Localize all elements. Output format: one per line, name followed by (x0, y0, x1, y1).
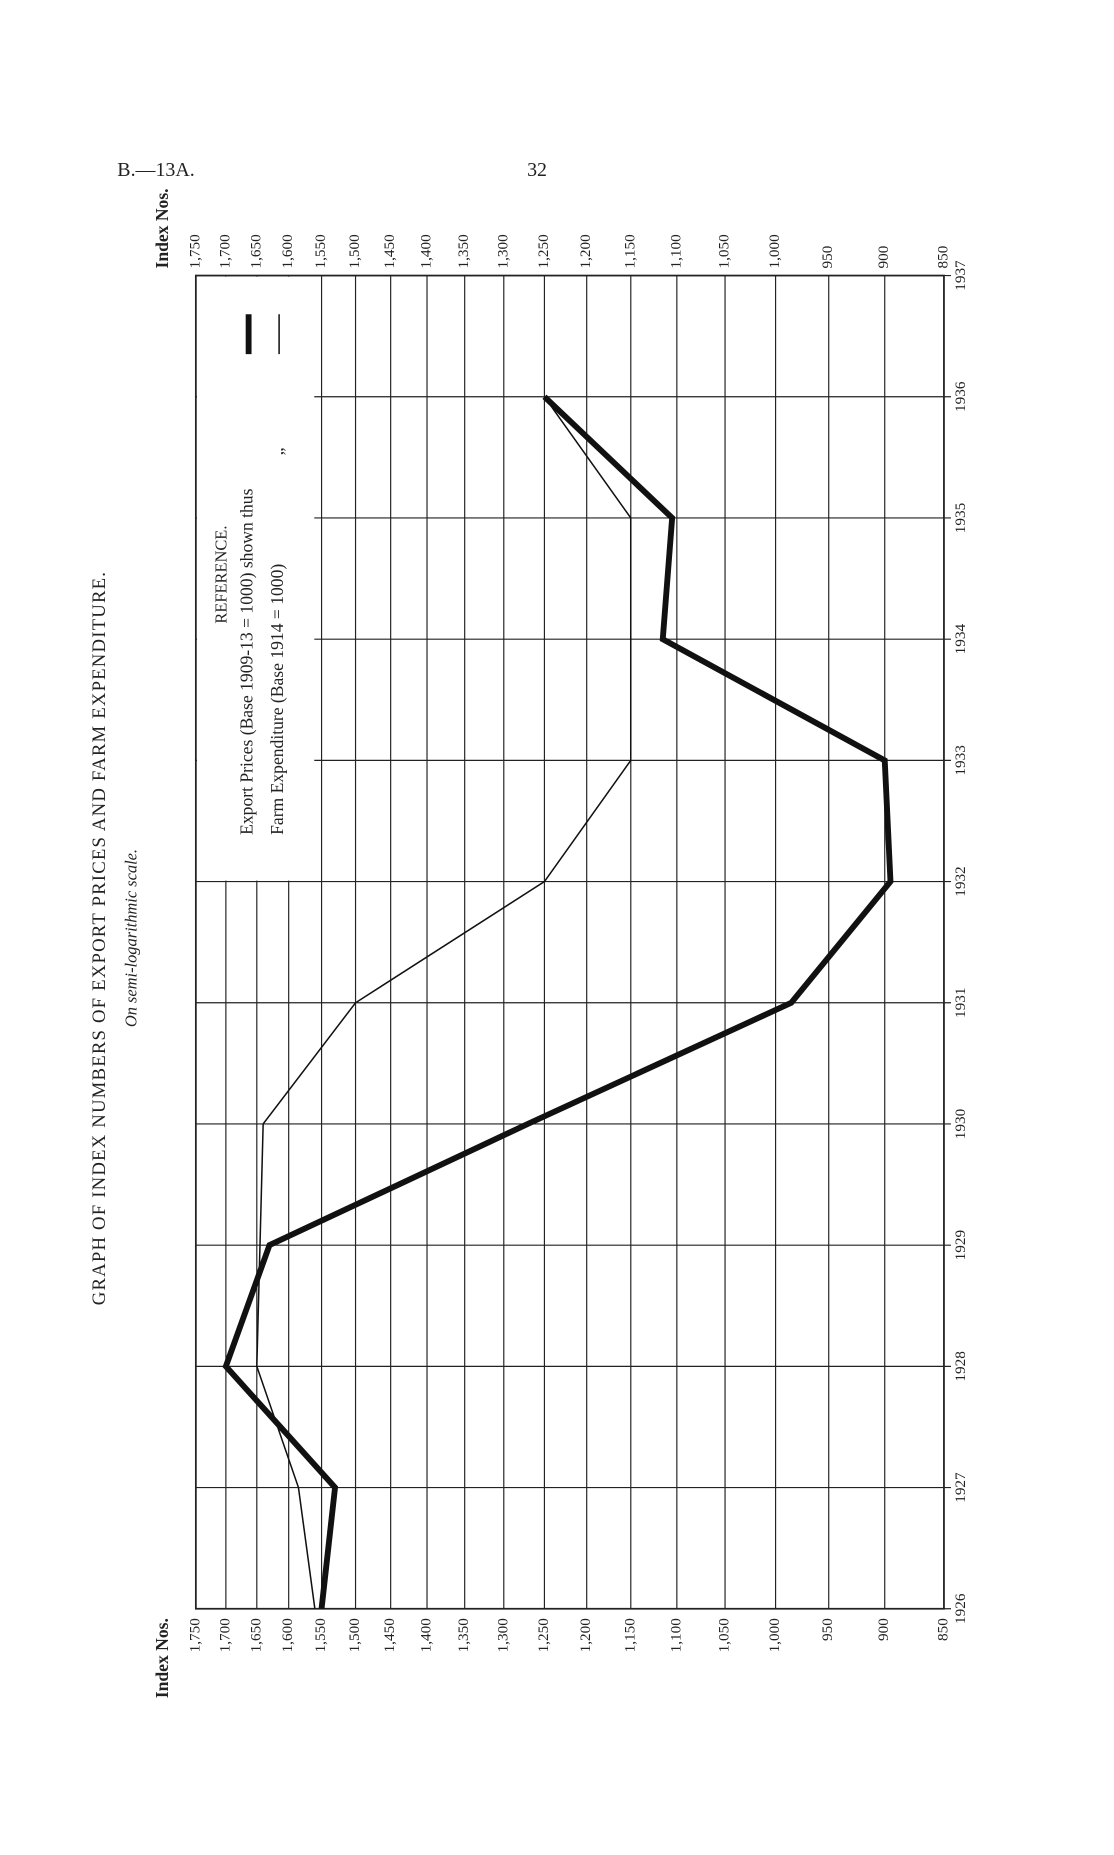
y-tick-label: 950 (819, 1618, 836, 1641)
chart-subtitle: On semi-logarithmic scale. (121, 849, 140, 1027)
y-tick-label: 1,400 (418, 234, 435, 269)
legend-label: Farm Expenditure (Base 1914 = 1000) (267, 564, 287, 835)
legend-ditto: „ (267, 448, 287, 456)
y-tick-label: 1,150 (621, 1618, 638, 1653)
y-tick-label: 1,750 (186, 234, 203, 269)
y-tick-label: 1,350 (455, 1618, 472, 1653)
x-tick-label: 1927 (952, 1472, 969, 1503)
x-tick-label: 1937 (952, 260, 969, 291)
y-tick-label: 1,000 (766, 234, 783, 269)
y-tick-label: 1,450 (381, 234, 398, 269)
y-axis-label: Index Nos. (152, 188, 172, 268)
legend-box (197, 276, 315, 881)
y-tick-label: 900 (875, 245, 892, 268)
y-tick-label: 1,650 (247, 1618, 264, 1653)
y-tick-label: 950 (819, 245, 836, 268)
y-tick-label: 1,600 (279, 1618, 296, 1653)
y-tick-label: 1,450 (381, 1618, 398, 1653)
y-tick-label: 1,200 (577, 234, 594, 269)
y-tick-label: 1,750 (186, 1618, 203, 1653)
y-tick-label: 900 (875, 1618, 892, 1641)
y-tick-label: 1,000 (766, 1618, 783, 1653)
y-tick-label: 1,050 (716, 1618, 733, 1653)
x-tick-label: 1933 (952, 745, 969, 776)
x-tick-label: 1929 (952, 1230, 969, 1260)
x-tick-label: 1936 (952, 381, 969, 412)
x-tick-label: 1930 (952, 1108, 969, 1139)
y-tick-label: 1,400 (418, 1618, 435, 1653)
x-tick-label: 1932 (952, 866, 969, 896)
y-tick-label: 850 (934, 1618, 951, 1641)
legend-label: Export Prices (Base 1909-13 = 1000) show… (237, 488, 257, 834)
y-tick-label: 850 (934, 245, 951, 268)
y-tick-label: 1,200 (577, 1618, 594, 1653)
legend-title: REFERENCE. (212, 526, 231, 624)
series-line (222, 394, 894, 1610)
y-tick-label: 1,100 (667, 1618, 684, 1653)
y-tick-label: 1,650 (247, 234, 264, 269)
series-line (256, 396, 632, 1609)
y-tick-label: 1,100 (667, 234, 684, 269)
y-tick-label: 1,700 (216, 1618, 233, 1653)
y-tick-label: 1,250 (535, 234, 552, 269)
frame (194, 274, 945, 1610)
x-tick-label: 1935 (952, 502, 969, 533)
x-tick-label: 1934 (952, 624, 969, 655)
page-number: 32 (527, 159, 547, 181)
x-tick-label: 1928 (952, 1351, 969, 1382)
y-tick-label: 1,700 (216, 234, 233, 269)
chart-title: GRAPH OF INDEX NUMBERS OF EXPORT PRICES … (89, 571, 110, 1305)
y-axis-label: Index Nos. (152, 1618, 172, 1698)
y-tick-label: 1,250 (535, 1618, 552, 1653)
y-tick-label: 1,150 (621, 234, 638, 269)
y-tick-label: 1,050 (716, 234, 733, 269)
y-tick-label: 1,600 (279, 234, 296, 269)
y-tick-label: 1,550 (312, 234, 329, 269)
y-tick-label: 1,500 (346, 1618, 363, 1653)
y-tick-label: 1,550 (312, 1618, 329, 1653)
x-tick-label: 1926 (952, 1593, 969, 1624)
y-tick-label: 1,500 (346, 234, 363, 269)
y-tick-label: 1,350 (455, 234, 472, 269)
page-header: B.—13A. (117, 159, 194, 181)
y-tick-label: 1,300 (494, 234, 511, 269)
x-tick-label: 1931 (952, 988, 969, 1018)
y-tick-label: 1,300 (494, 1618, 511, 1653)
